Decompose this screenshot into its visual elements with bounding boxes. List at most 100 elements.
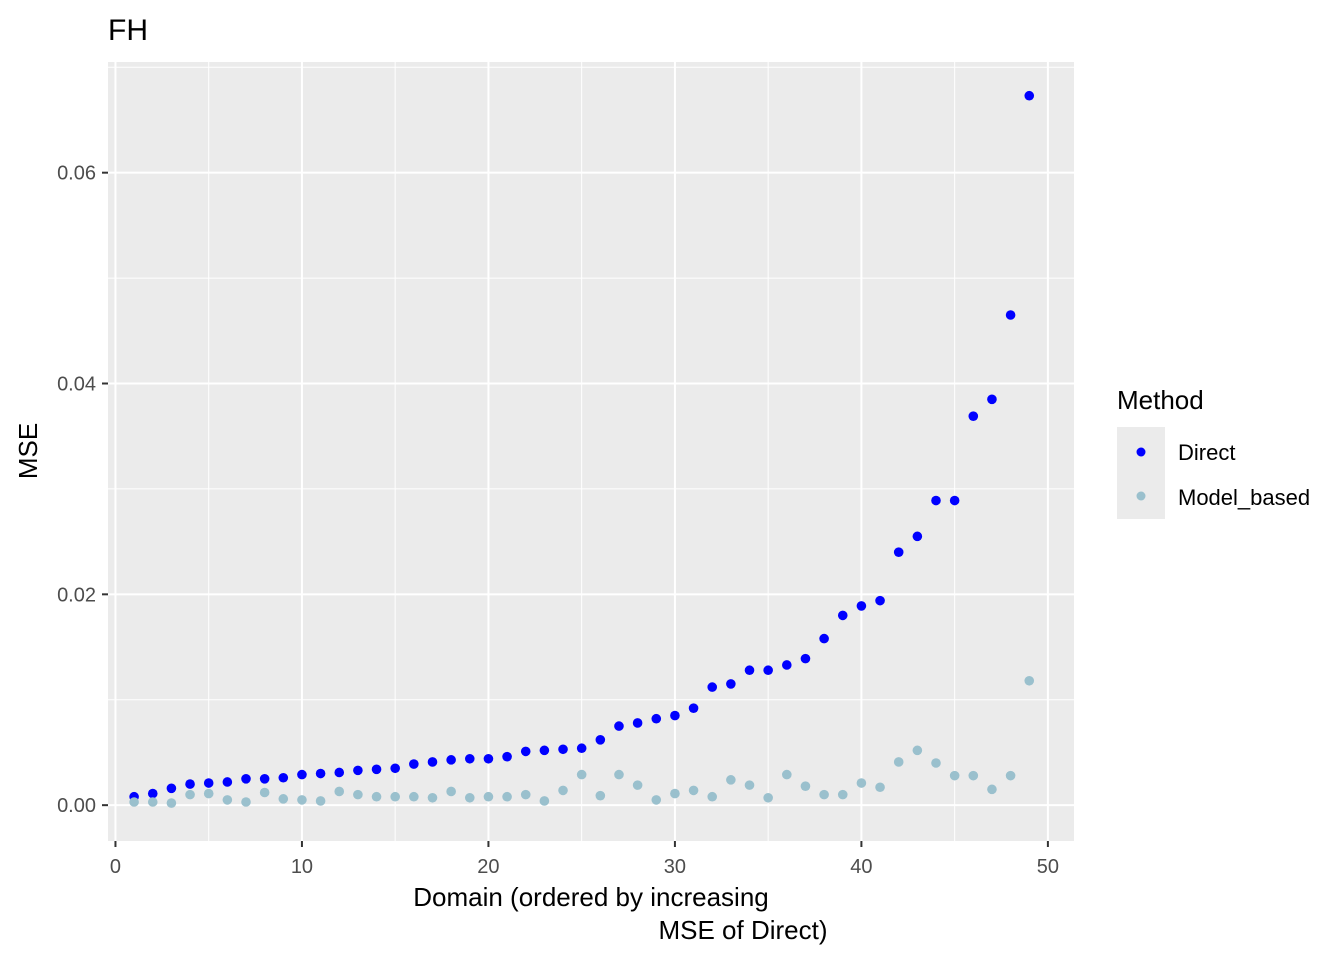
data-point-direct — [912, 531, 923, 542]
data-point-model-based — [968, 770, 979, 781]
data-point-model-based — [800, 781, 811, 791]
data-point-direct — [670, 710, 680, 721]
data-point-model-based — [782, 769, 792, 780]
data-point-model-based — [315, 796, 326, 806]
data-point-direct — [1024, 90, 1035, 101]
data-point-direct — [502, 751, 512, 762]
data-point-model-based — [856, 778, 867, 788]
data-point-model-based — [614, 769, 624, 780]
data-point-model-based — [688, 785, 699, 796]
data-point-model-based — [949, 770, 960, 781]
legend-title: Method — [1117, 385, 1204, 415]
data-point-model-based — [931, 758, 941, 768]
plot-panel — [108, 62, 1074, 841]
data-point-model-based — [558, 785, 568, 796]
x-axis-title-line2: MSE of Direct) — [658, 915, 827, 945]
data-point-model-based — [446, 786, 456, 797]
data-point-direct — [427, 757, 438, 767]
x-tick-label: 30 — [664, 856, 686, 878]
x-tick-label: 0 — [110, 856, 121, 878]
y-tick-label: 0.04 — [57, 374, 96, 396]
data-point-model-based — [670, 788, 680, 799]
y-tick-label: 0.06 — [57, 163, 96, 185]
y-axis-title: MSE — [13, 423, 43, 479]
data-point-direct — [1005, 310, 1016, 320]
data-point-model-based — [334, 786, 345, 797]
data-point-direct — [763, 665, 773, 676]
data-point-model-based — [726, 775, 736, 785]
data-point-direct — [446, 755, 456, 765]
data-point-direct — [315, 768, 326, 779]
y-tick-label: 0.00 — [57, 795, 96, 817]
data-point-model-based — [893, 757, 904, 767]
data-point-direct — [576, 743, 587, 754]
data-point-direct — [483, 753, 494, 764]
data-point-model-based — [520, 789, 531, 800]
data-point-direct — [241, 774, 251, 784]
data-point-direct — [782, 660, 792, 670]
data-point-model-based — [185, 789, 195, 800]
data-point-model-based — [502, 791, 512, 802]
data-point-model-based — [203, 788, 214, 799]
data-point-model-based — [837, 789, 848, 800]
data-point-direct — [614, 721, 624, 731]
legend-key-background — [1117, 427, 1165, 519]
x-axis-title-line1: Domain (ordered by increasing — [413, 882, 769, 912]
data-point-model-based — [912, 745, 923, 756]
legend-label-direct: Direct — [1178, 440, 1235, 465]
data-point-direct — [688, 703, 699, 713]
data-point-direct — [464, 753, 475, 764]
data-point-direct — [800, 653, 811, 664]
data-point-direct — [819, 633, 829, 644]
data-point-model-based — [259, 787, 270, 798]
data-point-model-based — [147, 797, 158, 807]
data-point-direct — [875, 595, 885, 606]
x-tick-label: 10 — [291, 856, 313, 878]
data-point-direct — [987, 394, 997, 405]
data-point-model-based — [353, 789, 363, 800]
data-point-model-based — [241, 797, 251, 807]
data-point-direct — [837, 610, 848, 621]
data-point-direct — [968, 411, 979, 421]
data-point-model-based — [222, 795, 233, 805]
data-point-direct — [259, 774, 270, 784]
data-point-model-based — [651, 795, 662, 805]
data-point-direct — [893, 547, 904, 557]
data-point-model-based — [464, 792, 475, 803]
data-point-model-based — [390, 791, 400, 802]
data-point-direct — [166, 783, 177, 794]
data-point-direct — [334, 767, 345, 778]
x-tick-label: 50 — [1037, 856, 1059, 878]
data-point-model-based — [1024, 675, 1035, 686]
data-point-model-based — [875, 782, 885, 793]
data-point-model-based — [763, 792, 773, 803]
data-point-direct — [409, 759, 419, 769]
data-point-direct — [297, 769, 307, 780]
data-point-model-based — [278, 794, 289, 804]
data-point-model-based — [297, 795, 307, 805]
data-point-model-based — [632, 780, 643, 790]
data-point-direct — [744, 665, 755, 676]
data-point-direct — [856, 601, 867, 611]
data-point-model-based — [1005, 770, 1016, 781]
legend-label-model-based: Model_based — [1178, 485, 1310, 510]
data-point-direct — [931, 495, 941, 506]
legend-key-model-based — [1136, 491, 1146, 501]
legend: Method Direct Model_based — [1117, 385, 1310, 519]
x-tick-label: 20 — [477, 856, 499, 878]
data-point-model-based — [819, 789, 829, 800]
legend-key-direct — [1136, 447, 1146, 457]
data-point-direct — [539, 745, 550, 756]
data-point-direct — [147, 788, 158, 799]
data-point-model-based — [987, 784, 997, 795]
data-point-direct — [278, 772, 289, 783]
data-point-model-based — [427, 792, 438, 803]
data-point-model-based — [595, 790, 606, 801]
data-point-direct — [595, 735, 606, 745]
data-point-model-based — [129, 797, 139, 807]
data-point-direct — [726, 679, 736, 689]
axis-ticks: 0 10 20 30 40 50 0.00 0.02 0.04 0.06 — [57, 163, 1059, 878]
data-point-direct — [949, 495, 960, 506]
data-point-direct — [520, 746, 531, 757]
